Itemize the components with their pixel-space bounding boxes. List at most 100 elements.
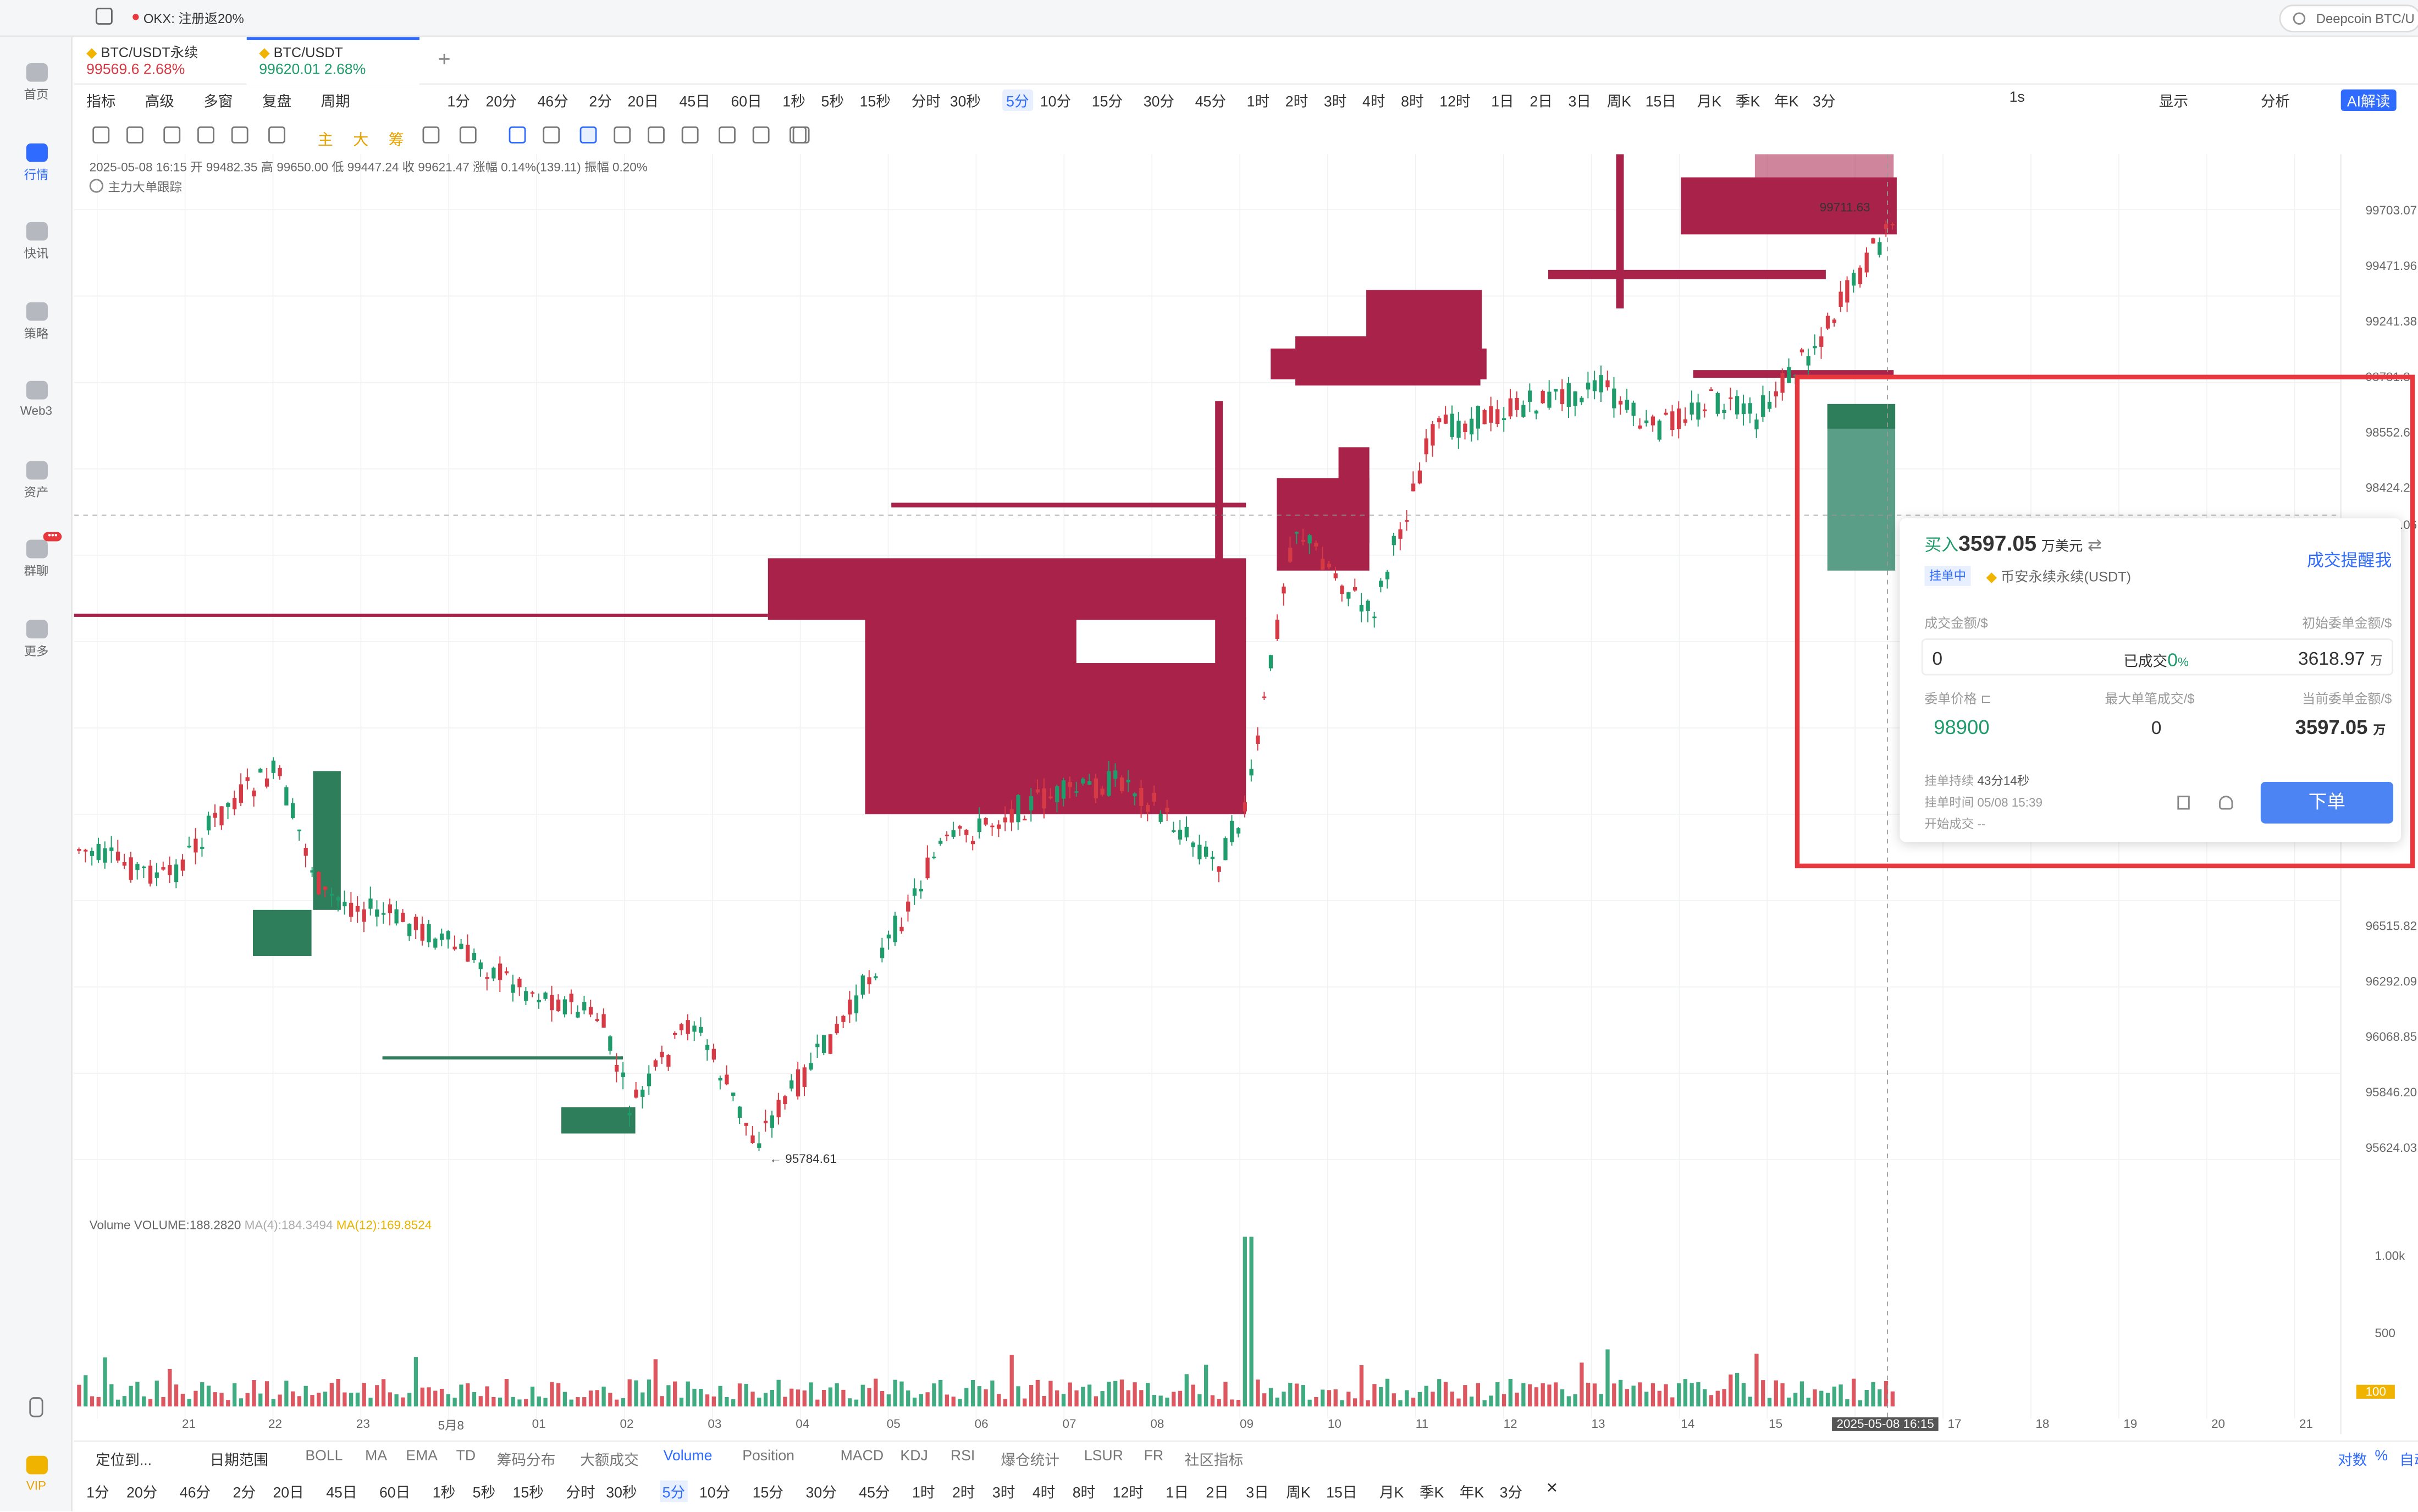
text-icon[interactable] [543,126,560,144]
bottom-period-10[interactable]: 分时 [566,1485,595,1502]
swap-icon[interactable]: ⇄ [2087,537,2102,555]
bottom-period-28[interactable]: 月K [1379,1485,1404,1502]
search-box[interactable]: Deepcoin BTC/U [2279,4,2418,32]
note-icon[interactable] [719,126,736,144]
rectangle-icon[interactable] [231,126,249,144]
period-11[interactable]: 30秒 [949,94,981,111]
bottom-tool-0[interactable]: 定位到... [95,1453,152,1470]
bottom-period-31[interactable]: 3分 [1499,1485,1523,1502]
toolbar-right-3[interactable]: AI解读 [2340,89,2397,111]
period-22[interactable]: 12时 [1439,94,1471,111]
bottom-tool-3[interactable]: MA [365,1448,388,1465]
period-18[interactable]: 2时 [1285,94,1309,111]
bottom-period-2[interactable]: 46分 [179,1485,211,1502]
parallel-line-icon[interactable] [126,126,143,144]
time-axis[interactable]: 21 22 23 5月8 01 02 03 04 05 06 07 08 09 10 11 12 13 14 15 2… [74,1416,2341,1437]
period-19[interactable]: 3时 [1323,94,1347,111]
axis-mode-1[interactable]: % [2375,1448,2388,1465]
period-10[interactable]: 分时 [911,94,941,111]
tab-btc-spot[interactable]: ◆ BTC/USDT 99620.01 2.68% [246,37,419,85]
sidebar-item-web3[interactable]: Web3 [0,380,73,418]
sidebar-item-device[interactable] [0,1397,73,1422]
period-16[interactable]: 45分 [1195,94,1227,111]
bottom-tool-2[interactable]: BOLL [305,1448,343,1465]
toolbar-indicators[interactable]: 指标 [86,94,116,111]
bottom-period-17[interactable]: 1时 [912,1485,935,1502]
axis-mode-2[interactable]: 自动 [2399,1453,2418,1470]
window-icon[interactable] [95,8,113,25]
bottom-tool-10[interactable]: MACD [840,1448,884,1465]
bottom-period-25[interactable]: 3日 [1246,1485,1269,1502]
bottom-period-13[interactable]: 10分 [699,1485,731,1502]
horizontal-line-icon[interactable] [163,126,181,144]
bottom-period-30[interactable]: 年K [1459,1485,1484,1502]
search-input[interactable]: Deepcoin BTC/U [2316,10,2415,26]
bottom-tool-8[interactable]: Volume [663,1448,713,1465]
period-29[interactable]: 季K [1735,94,1760,111]
lock-icon[interactable] [648,126,665,144]
chip-tool[interactable]: 筹 [388,133,404,150]
toolbar-right-1[interactable]: 显示 [2158,94,2189,111]
bell-icon[interactable] [2219,796,2233,810]
bottom-tool-14[interactable]: LSUR [1084,1448,1123,1465]
bottom-period-8[interactable]: 5秒 [472,1485,496,1502]
bottom-period-20[interactable]: 4时 [1032,1485,1056,1502]
eye-icon[interactable] [681,126,699,144]
layer-icon[interactable] [752,126,770,144]
measure-icon[interactable] [422,126,440,144]
sidebar-item-more[interactable]: 更多 [0,620,73,660]
bottom-period-4[interactable]: 20日 [273,1485,304,1502]
period-28[interactable]: 月K [1697,94,1722,111]
bottom-period-5[interactable]: 45日 [326,1485,357,1502]
bottom-tool-9[interactable]: Position [742,1448,795,1465]
fill-alert-link[interactable]: 成交提醒我 [2306,552,2392,571]
period-8[interactable]: 5秒 [821,94,844,111]
bottom-period-11[interactable]: 30秒 [606,1485,637,1502]
bottom-period-24[interactable]: 2日 [1206,1485,1229,1502]
period-4[interactable]: 20日 [627,94,659,111]
period-30[interactable]: 年K [1774,94,1799,111]
toolbar-right-0[interactable]: 1s [2009,89,2025,107]
period-20[interactable]: 4时 [1362,94,1385,111]
period-23[interactable]: 1日 [1491,94,1514,111]
toolbar-right-2[interactable]: 分析 [2260,94,2290,111]
brush-icon[interactable] [579,126,597,144]
period-17[interactable]: 1时 [1246,94,1270,111]
copy-icon[interactable] [509,126,526,144]
bottom-tool-6[interactable]: 筹码分布 [496,1453,556,1470]
ray-line-icon[interactable] [197,126,214,144]
bottom-period-16[interactable]: 45分 [859,1485,890,1502]
bottom-period-12[interactable]: 5分 [659,1480,688,1502]
period-31[interactable]: 3分 [1813,94,1836,111]
period-7[interactable]: 1秒 [782,94,805,111]
bottom-period-7[interactable]: 1秒 [432,1485,456,1502]
period-25[interactable]: 3日 [1568,94,1591,111]
period-6[interactable]: 60日 [731,94,762,111]
bottom-period-14[interactable]: 15分 [752,1485,784,1502]
magnet-icon[interactable] [459,126,477,144]
bottom-tool-15[interactable]: FR [1144,1448,1164,1465]
bottom-period-29[interactable]: 季K [1419,1485,1444,1502]
bottom-period-22[interactable]: 12时 [1112,1485,1144,1502]
bottom-tool-16[interactable]: 社区指标 [1184,1453,1244,1470]
bottom-period-18[interactable]: 2时 [952,1485,975,1502]
toolbar-period[interactable]: 周期 [321,94,350,111]
period-12[interactable]: 5分 [1001,89,1034,111]
bottom-period-19[interactable]: 3时 [992,1485,1015,1502]
bell-icon[interactable] [89,179,103,193]
main-force-tool[interactable]: 主 [317,133,333,150]
period-15[interactable]: 30分 [1143,94,1175,111]
price-axis[interactable]: 99703.07 99471.96 99241.38 98781.8 98552.6 98… [2344,154,2418,1233]
period-3[interactable]: 2分 [589,94,612,111]
bottom-tool-7[interactable]: 大额成交 [580,1453,639,1470]
bottom-period-3[interactable]: 2分 [233,1485,256,1502]
bottom-period-15[interactable]: 30分 [805,1485,837,1502]
sidebar-item-chat[interactable]: 群聊 ••• [0,532,73,580]
add-tab-icon[interactable]: + [438,46,451,71]
close-icon[interactable]: ✕ [1545,1480,1559,1498]
trend-line-icon[interactable] [92,126,110,144]
period-1[interactable]: 20分 [485,94,517,111]
bottom-tool-13[interactable]: 爆仓统计 [1001,1453,1059,1470]
period-24[interactable]: 2日 [1530,94,1553,111]
sidebar-item-news[interactable]: 快讯 [0,222,73,262]
